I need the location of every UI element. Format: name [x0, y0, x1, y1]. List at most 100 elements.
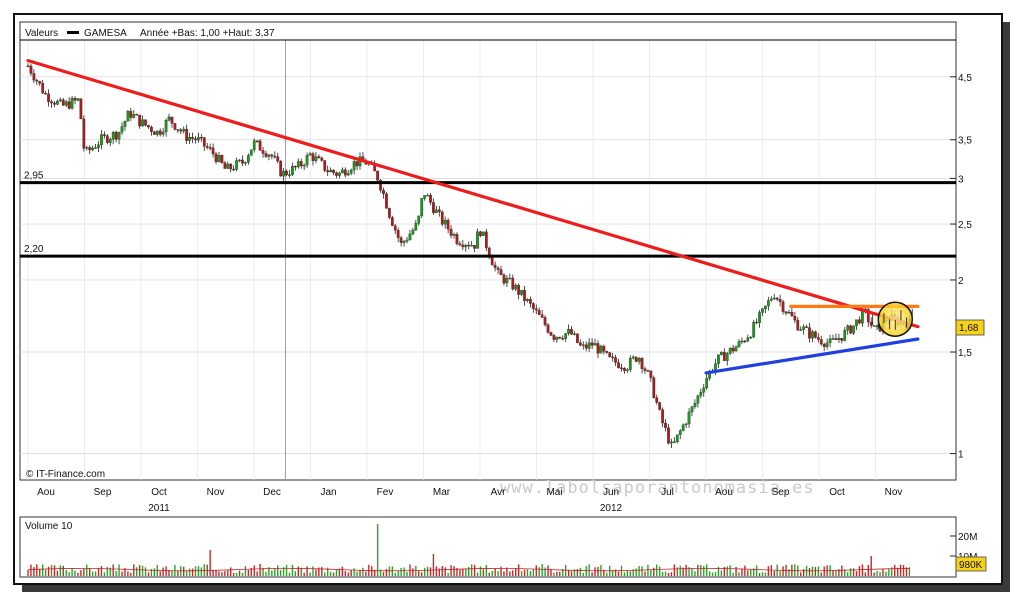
- candle-body: [61, 99, 65, 106]
- candle-body: [226, 163, 230, 169]
- candle-body: [423, 195, 426, 199]
- candle-body: [58, 99, 62, 102]
- candle-body: [382, 190, 385, 195]
- candle-body: [170, 116, 174, 124]
- candle-body: [202, 137, 206, 147]
- volume-label: Volume 10: [25, 521, 73, 532]
- candle-body: [461, 244, 465, 248]
- volume-tick-label: 20M: [958, 532, 977, 543]
- candle-body: [843, 330, 847, 341]
- last-price-label: 1,68: [959, 323, 979, 334]
- candle-body: [511, 277, 515, 290]
- candle-body: [435, 209, 438, 213]
- candle-body: [420, 198, 424, 217]
- candle-body: [191, 137, 194, 139]
- x-tick-label: Nov: [885, 487, 903, 498]
- candle-body: [499, 269, 503, 276]
- candle-body: [814, 331, 817, 338]
- x-tick-label: Aou: [715, 487, 733, 498]
- candle-body: [849, 325, 852, 334]
- candle-body: [581, 344, 585, 346]
- candle-body: [611, 356, 615, 359]
- candle-body: [167, 116, 171, 121]
- candle-body: [188, 137, 191, 141]
- candle-body: [696, 395, 700, 404]
- candle-body: [440, 211, 444, 225]
- candle-body: [505, 277, 509, 284]
- trendline-support: [704, 337, 920, 375]
- candle-body: [546, 324, 550, 333]
- candle-body: [288, 174, 291, 176]
- candle-body: [285, 170, 288, 175]
- candle-body: [108, 139, 112, 143]
- candle-body: [197, 137, 200, 141]
- candle-body: [537, 310, 541, 315]
- candle-body: [502, 274, 506, 284]
- candle-body: [255, 140, 259, 142]
- y-tick-label: 3: [958, 174, 964, 185]
- candle-body: [323, 160, 327, 171]
- candle-body: [772, 297, 776, 300]
- candle-body: [390, 217, 394, 226]
- candle-body: [199, 137, 203, 139]
- highlight-circle: [877, 301, 914, 337]
- candle-body: [573, 333, 576, 335]
- candle-body: [484, 231, 488, 249]
- x-axis: Aou Sep Oct Nov Dec Jan Fev Mar Avr Mai Jun Jul Aou S…: [37, 487, 902, 514]
- candle-body: [132, 114, 136, 118]
- candle-body: [267, 154, 271, 157]
- candle-body: [493, 264, 497, 269]
- candle-body: [602, 345, 606, 352]
- candle-body: [144, 119, 147, 126]
- candle-body: [784, 311, 788, 314]
- trendlines: [26, 59, 920, 375]
- candle-body: [670, 441, 673, 444]
- candle-body: [634, 356, 638, 362]
- candle-body: [796, 319, 800, 331]
- candle-body: [53, 102, 56, 105]
- candle-body: [152, 131, 156, 135]
- candle-body: [338, 172, 341, 176]
- candle-body: [690, 406, 694, 413]
- candle-body: [822, 343, 826, 347]
- candle-body: [808, 327, 811, 339]
- x-tick-label: Dec: [263, 487, 281, 498]
- candle-body: [100, 134, 103, 145]
- candle-body: [223, 162, 227, 169]
- candle-body: [737, 341, 741, 347]
- candle-body: [725, 353, 729, 361]
- candle-body: [111, 132, 115, 140]
- candle-body: [305, 155, 309, 166]
- candle-body: [667, 427, 670, 444]
- candle-body: [244, 162, 247, 164]
- y-axis: 4,5 3,5 3 2,5 2 1,5 1: [950, 73, 972, 461]
- candle-body: [211, 147, 215, 155]
- candle-body: [26, 65, 30, 68]
- level-label: 2,20: [24, 244, 44, 255]
- candle-body: [252, 140, 256, 150]
- candle-body: [117, 131, 121, 140]
- candle-body: [620, 367, 623, 369]
- candle-body: [746, 337, 750, 342]
- candle-body: [238, 159, 241, 162]
- candle-body: [299, 161, 303, 167]
- last-price-badge: [955, 319, 985, 336]
- candle-body: [852, 325, 855, 334]
- y-tick-label: 3,5: [958, 136, 972, 147]
- candle-body: [261, 150, 265, 154]
- y-tick-label: 2: [958, 276, 964, 287]
- candle-body: [640, 358, 644, 369]
- x-tick-label: Mar: [433, 487, 451, 498]
- candle-body: [755, 321, 758, 324]
- candle-body: [576, 333, 579, 343]
- candle-body: [764, 305, 767, 309]
- candle-body: [790, 312, 794, 317]
- candle-body: [329, 169, 332, 173]
- candle-body: [291, 165, 294, 175]
- candle-body: [123, 121, 127, 127]
- candle-body: [761, 308, 764, 313]
- candle-body: [270, 154, 274, 157]
- candle-body: [79, 98, 83, 120]
- candle-body: [158, 130, 162, 135]
